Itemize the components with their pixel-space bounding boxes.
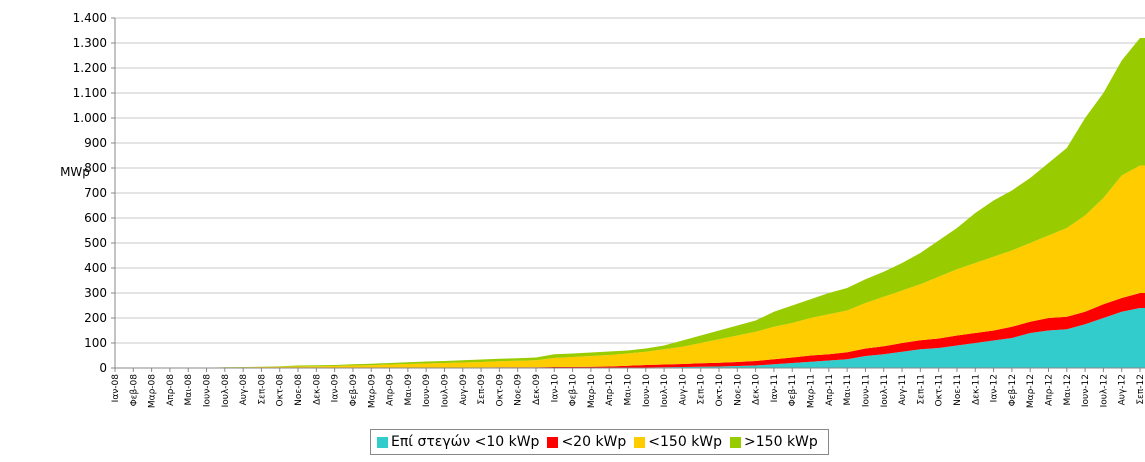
x-tick-label: Σεπ-09 [477,374,487,405]
y-tick-label: 600 [84,211,107,225]
x-tick-label: Απρ-12 [1044,374,1054,406]
x-tick-label: Μαρ-12 [1026,374,1036,408]
x-tick-label: Μαι-09 [404,374,414,406]
x-tick-label: Ιουν-09 [422,374,432,407]
x-tick-label: Σεπ-08 [257,374,267,405]
x-tick-label: Μαι-10 [624,374,634,406]
x-tick-label: Φεβ-11 [788,374,798,406]
x-tick-label: Οκτ-10 [715,374,725,407]
y-tick-label: 1.400 [73,11,107,25]
x-tick-label: Απρ-08 [166,374,176,406]
legend-swatch [547,436,559,448]
x-tick-label: Αυγ-08 [239,374,249,406]
x-tick-label: Απρ-09 [386,374,396,406]
x-tick-label: Δεκ-11 [971,374,981,405]
x-tick-label: Νοε-11 [953,374,963,406]
x-tick-label: Φεβ-09 [349,374,359,407]
x-tick-label: Νοε-08 [294,374,304,406]
legend-label: <150 kWp [648,434,723,450]
legend-swatch [634,436,646,448]
chart: MWp 0 100 200 300 400 500 600 700 800 900 1.000 1.1… [60,11,1145,408]
y-tick-label: 100 [84,336,107,350]
x-tick-label: Νοε-09 [514,374,524,406]
y-tick-label: 400 [84,261,107,275]
x-tick-label: Δεκ-09 [532,374,542,405]
y-tick-label: 1.200 [73,61,107,75]
y-tick-label: 1.100 [73,86,107,100]
x-tick-label: Σεπ-10 [697,374,707,405]
x-tick-label: Ιουλ-09 [440,374,450,408]
x-tick-label: Αυγ-11 [898,374,908,405]
legend-label: >150 kWp [744,434,818,450]
legend: Επί στεγών <10 kWp <20 kWp <150 kWp >150 kW… [370,429,829,455]
y-tick-label: 500 [84,236,107,250]
x-tick-label: Μαρ-09 [367,374,377,408]
x-tick-label: Απρ-10 [605,374,615,406]
x-tick-label: Αυγ-09 [459,374,469,406]
y-tick-label: 300 [84,286,107,300]
area [115,308,1145,368]
legend-swatch [377,436,388,448]
x-tick-label: Μαι-11 [843,374,853,405]
x-tick-label: Αυγ-12 [1118,374,1128,405]
x-tick-label: Ιαν-10 [550,374,560,403]
x-tick-label: Οκτ-08 [276,374,286,407]
legend-item: <150 kWp [634,434,722,450]
x-tick-label: Ιαν-08 [111,374,121,403]
x-tick-label: Ιουλ-12 [1099,374,1109,407]
x-tick-label: Ιουν-08 [203,374,213,407]
x-tick-label: Ιουλ-11 [880,374,890,407]
legend-label: <20 kWp [561,434,627,450]
x-tick-label: Οκτ-11 [935,374,945,407]
x-tick-label: Νοε-10 [733,374,743,406]
x-tick-label: Ιαν-11 [770,374,780,402]
x-tick-label: Δεκ-10 [752,374,762,405]
x-tick-label: Απρ-11 [825,374,835,406]
legend-item: Επί στεγών <10 kWp [377,434,539,450]
y-tick-label: 800 [84,161,107,175]
legend-item: <20 kWp [547,434,626,450]
x-tick-label: Φεβ-12 [1008,374,1018,406]
x-tick-label: Σεπ-11 [916,374,926,405]
x-tick-label: Αυγ-10 [678,374,688,406]
x-tick-label: Μαρ-11 [807,374,817,408]
area [115,293,1145,368]
y-tick-label: 1.000 [73,111,107,125]
legend-label: Επί στεγών <10 kWp [391,434,540,450]
y-tick-label: 900 [84,136,107,150]
x-tick-label: Μαρ-08 [148,374,158,408]
x-tick-label: Ιαν-12 [990,374,1000,402]
x-tick-label: Ιουν-11 [861,374,871,407]
y-tick-label: 200 [84,311,107,325]
x-tick-label: Ιουν-12 [1081,374,1091,407]
x-tick-label: Δεκ-08 [312,374,322,405]
y-tick-label: 0 [99,361,107,375]
x-tick-label: Φεβ-08 [129,374,139,407]
y-axis-label: MWp [60,165,90,179]
x-tick-label: Οκτ-09 [495,374,505,407]
x-tick-label: Ιουλ-10 [660,374,670,408]
y-tick-label: 1.300 [73,36,107,50]
x-tick-label: Ιαν-09 [331,374,341,403]
x-tick-label: Μαρ-10 [587,374,597,408]
x-tick-label: Ιουν-10 [642,374,652,407]
area [115,165,1145,368]
x-tick-label: Ιουλ-08 [221,374,231,408]
y-tick-label: 700 [84,186,107,200]
legend-item: >150 kWp [730,434,818,450]
x-tick-label: Φεβ-10 [569,374,579,407]
x-tick-label: Σεπ-12 [1136,374,1145,405]
x-tick-label: Μαι-12 [1063,374,1073,405]
legend-swatch [730,436,742,448]
area [115,38,1145,368]
x-tick-label: Μαι-08 [184,374,194,406]
